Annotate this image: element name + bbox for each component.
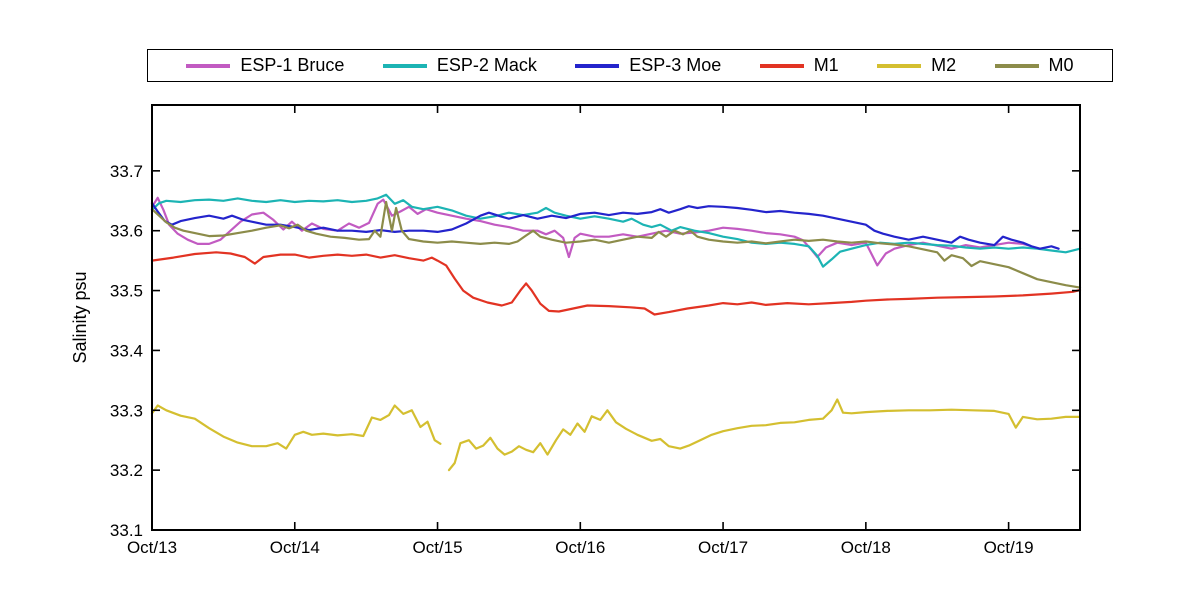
x-tick-label: Oct/13	[127, 538, 177, 557]
legend-label: M1	[813, 55, 839, 75]
legend-item-m2: M2	[877, 55, 956, 76]
legend-item-esp-1-bruce: ESP-1 Bruce	[186, 55, 344, 76]
legend-item-m1: M1	[759, 55, 839, 76]
legend-line-swatch	[994, 63, 1039, 68]
x-tick-label: Oct/16	[555, 538, 605, 557]
x-tick-label: Oct/19	[984, 538, 1034, 557]
x-tick-label: Oct/15	[412, 538, 462, 557]
legend-item-m0: M0	[994, 55, 1074, 76]
series-line-m0	[150, 200, 1082, 289]
y-tick-label: 33.1	[110, 521, 143, 540]
x-tick-label: Oct/14	[270, 538, 320, 557]
legend-label: ESP-3 Moe	[629, 55, 722, 75]
y-tick-label: 33.2	[110, 461, 143, 480]
x-tick-label: Oct/17	[698, 538, 748, 557]
legend-label: ESP-1 Bruce	[240, 55, 345, 75]
y-tick-label: 33.6	[110, 222, 143, 241]
legend-label: ESP-2 Mack	[436, 55, 537, 75]
legend-label: M2	[931, 55, 957, 75]
y-tick-label: 33.7	[110, 162, 143, 181]
legend-line-swatch	[575, 63, 620, 68]
legend-line-swatch	[186, 63, 231, 68]
plot-frame	[151, 104, 1081, 531]
series-line-esp-1-bruce	[150, 196, 1032, 267]
y-tick-label: 33.4	[110, 341, 143, 360]
legend-line-swatch	[759, 63, 804, 68]
legend-item-esp-3-moe: ESP-3 Moe	[575, 55, 721, 76]
series-line-esp-3-moe	[150, 202, 1060, 250]
y-tick-label: 33.5	[110, 282, 143, 301]
series-line-m2	[447, 398, 1082, 472]
series-line-m1	[150, 251, 1082, 316]
y-tick-label: 33.3	[110, 401, 143, 420]
x-tick-label: Oct/18	[841, 538, 891, 557]
series-line-esp-2-mack	[150, 193, 1082, 268]
legend-line-swatch	[877, 63, 922, 68]
legend: ESP-1 Bruce ESP-2 Mack ESP-3 Moe M1 M2 M0	[147, 49, 1113, 82]
legend-line-swatch	[382, 63, 427, 68]
legend-label: M0	[1048, 55, 1074, 75]
series-line-m2	[150, 404, 442, 450]
y-axis-label: Salinity psu	[70, 271, 90, 363]
legend-item-esp-2-mack: ESP-2 Mack	[382, 55, 537, 76]
